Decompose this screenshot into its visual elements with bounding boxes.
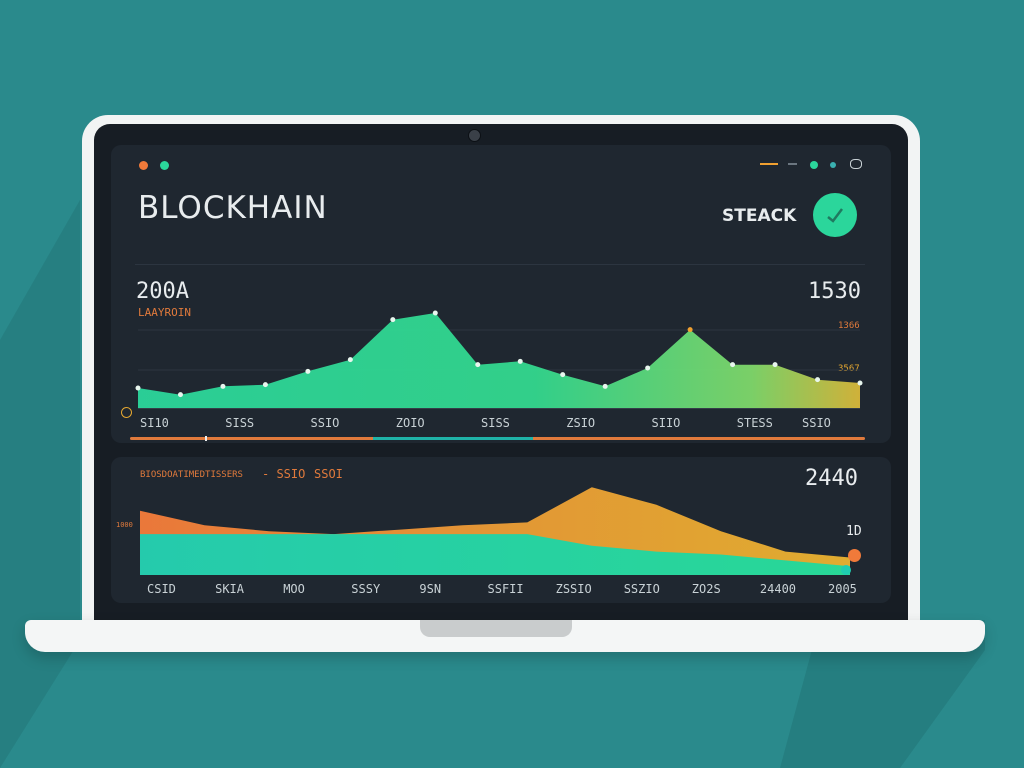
top-series-point	[687, 327, 693, 333]
bottom-chart-label-2: - SSIO	[262, 467, 306, 481]
top-x-tick: ZSIO	[566, 416, 596, 430]
right-label-1: 1366	[838, 321, 860, 331]
top-series-point	[177, 392, 183, 398]
top-series-point	[517, 358, 523, 364]
top-sub-label: LAAYROIN	[138, 306, 191, 319]
bottom-side-value: 1D	[846, 524, 862, 539]
top-x-tick: ZOIO	[395, 416, 425, 430]
bottom-x-tick: 2005	[828, 582, 857, 596]
top-value-right: 1530	[808, 279, 861, 304]
status-dot-small-icon	[830, 162, 836, 168]
top-series-point	[815, 377, 821, 383]
top-x-tick: SSIO	[310, 416, 340, 430]
top-series-point	[220, 383, 226, 389]
bottom-left-small: 1000	[116, 521, 133, 529]
status-dot-icon	[810, 161, 818, 169]
window-dot-orange-icon[interactable]	[139, 161, 148, 170]
series-marker-orange-icon	[848, 549, 861, 562]
bottom-x-tick: SSZIO	[623, 582, 660, 596]
bottom-x-tick: 24400	[759, 582, 797, 596]
top-series-point	[432, 310, 438, 316]
bottom-chart-label-3: SSOI	[314, 467, 343, 481]
settings-icon[interactable]	[850, 159, 862, 169]
bottom-series-teal-area	[140, 534, 850, 575]
bottom-chart-label: BIOSDOATIMEDTISSERS	[140, 470, 243, 480]
checkmark-icon	[827, 208, 843, 223]
top-series-point	[645, 365, 651, 371]
top-series-point	[475, 362, 481, 368]
checkmark-button[interactable]	[813, 193, 857, 237]
menu-icon[interactable]	[788, 163, 797, 165]
top-series-point	[730, 362, 736, 368]
top-series-area	[138, 313, 860, 408]
top-series-point	[602, 383, 608, 389]
top-series-point	[135, 385, 141, 391]
timeline-marker	[205, 436, 207, 441]
bottom-x-tick: MOO	[283, 582, 305, 596]
bottom-x-tick: SSSY	[351, 582, 381, 596]
axis-marker-icon	[121, 407, 132, 418]
window-dot-green-icon[interactable]	[160, 161, 169, 170]
top-series-point	[347, 357, 353, 363]
top-series-point	[262, 382, 268, 388]
bottom-x-tick: SSFII	[487, 582, 524, 596]
camera-icon	[468, 129, 481, 142]
top-series-point	[772, 362, 778, 368]
top-x-tick: SI10	[140, 416, 169, 430]
top-series-point	[305, 368, 311, 374]
bottom-value-right: 2440	[805, 466, 858, 491]
bottom-x-tick: ZSSIO	[555, 582, 592, 596]
series-marker-teal-icon	[841, 565, 851, 575]
timeline-segment	[373, 437, 533, 440]
top-x-tick: SISS	[481, 416, 510, 430]
top-series-point	[390, 317, 396, 323]
bottom-x-tick: ZO2S	[691, 582, 721, 596]
top-series-point	[560, 372, 566, 378]
header-divider	[135, 264, 865, 265]
laptop-notch	[420, 620, 572, 637]
right-label-2: 3567	[838, 364, 860, 374]
app-title: BLOCKHAIN	[138, 190, 328, 226]
bottom-x-tick: 9SN	[419, 582, 442, 596]
header-label: STEACK	[722, 206, 797, 226]
top-x-tick: SISS	[225, 416, 255, 430]
top-x-tick: SSIO	[802, 416, 831, 430]
top-x-tick: STESS	[736, 416, 773, 430]
minimize-icon[interactable]	[760, 163, 778, 165]
bottom-x-tick: CSID	[147, 582, 176, 596]
top-x-tick: SIIO	[651, 416, 681, 430]
top-value-left: 200A	[136, 279, 189, 304]
bottom-x-tick: SKIA	[215, 582, 244, 596]
top-series-point	[857, 380, 863, 386]
